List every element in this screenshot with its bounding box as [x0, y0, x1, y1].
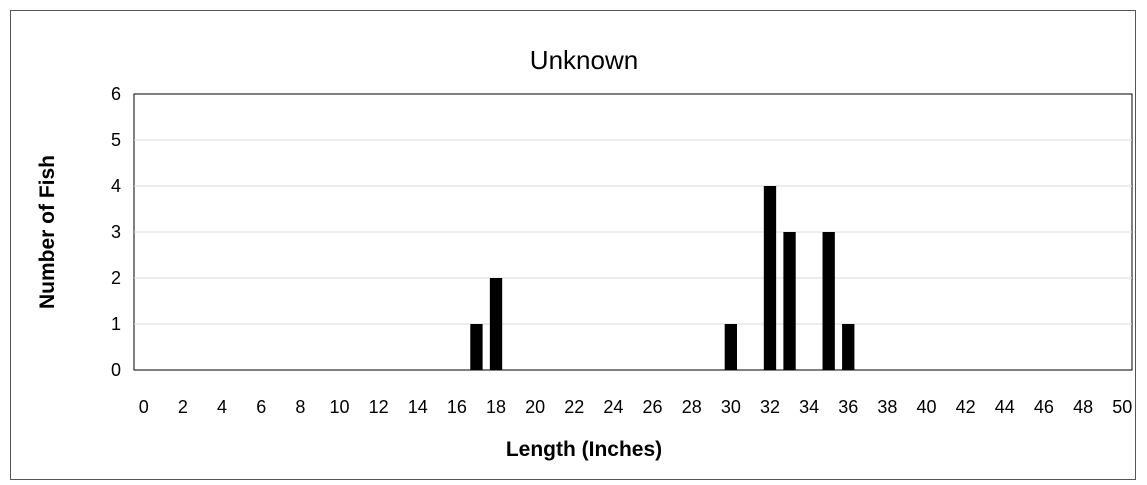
y-tick-label: 4 — [111, 176, 121, 196]
x-tick-label: 46 — [1034, 397, 1054, 417]
x-tick-label: 4 — [217, 397, 227, 417]
bar — [763, 186, 777, 370]
x-tick-label: 20 — [525, 397, 545, 417]
x-tick-label: 30 — [721, 397, 741, 417]
bars — [470, 186, 855, 370]
x-tick-label: 24 — [603, 397, 623, 417]
y-axis-label: Number of Fish — [36, 155, 59, 309]
x-tick-label: 42 — [956, 397, 976, 417]
x-tick-labels: 0 2 4 6 8 10 12 14 16 18 20 22 24 26 28 30 32 34 36 38 40 42 4… — [139, 397, 1132, 417]
bar — [842, 324, 855, 370]
x-tick-label: 44 — [995, 397, 1015, 417]
y-tick-label: 3 — [111, 222, 121, 242]
bar — [822, 232, 835, 370]
x-tick-label: 14 — [408, 397, 428, 417]
x-tick-label: 22 — [564, 397, 584, 417]
x-tick-label: 34 — [799, 397, 819, 417]
chart-title: Unknown — [530, 45, 638, 75]
x-tick-label: 32 — [760, 397, 780, 417]
bar — [724, 324, 738, 370]
bar — [470, 324, 483, 370]
x-axis-label: Length (Inches) — [506, 438, 662, 461]
x-tick-label: 6 — [256, 397, 266, 417]
x-tick-label: 10 — [329, 397, 349, 417]
y-tick-label: 1 — [111, 314, 121, 334]
x-tick-label: 18 — [486, 397, 506, 417]
y-tick-label: 0 — [111, 360, 121, 380]
y-tick-label: 5 — [111, 130, 121, 150]
x-tick-label: 0 — [139, 397, 149, 417]
x-tick-label: 26 — [643, 397, 663, 417]
x-tick-label: 16 — [447, 397, 467, 417]
y-tick-label: 2 — [111, 268, 121, 288]
x-tick-label: 8 — [295, 397, 305, 417]
bar — [783, 232, 796, 370]
x-tick-label: 12 — [369, 397, 389, 417]
x-tick-label: 28 — [682, 397, 702, 417]
x-tick-label: 40 — [917, 397, 937, 417]
x-tick-label: 48 — [1073, 397, 1093, 417]
x-tick-label: 2 — [178, 397, 188, 417]
bar — [489, 278, 503, 370]
x-tick-label: 50 — [1112, 397, 1132, 417]
x-tick-label: 36 — [838, 397, 858, 417]
x-tick-label: 38 — [877, 397, 897, 417]
y-tick-label: 6 — [111, 84, 121, 104]
y-tick-labels: 0 1 2 3 4 5 6 — [111, 84, 121, 380]
grid-lines — [134, 139, 1132, 325]
